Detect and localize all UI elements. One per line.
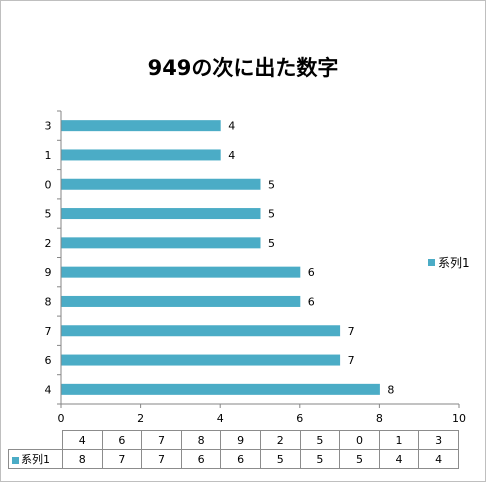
data-table-category-cell: 8: [180, 430, 222, 450]
data-label: 5: [268, 237, 275, 250]
data-label: 6: [308, 295, 315, 308]
data-table-value-cell: 8: [62, 449, 103, 469]
bar: [61, 295, 301, 307]
x-tick-label: 6: [296, 412, 303, 425]
y-category-label: 2: [45, 237, 52, 250]
bar: [61, 383, 380, 395]
chart-title: 949の次に出た数字: [147, 56, 339, 80]
data-table-series-label: 系列1: [8, 449, 63, 469]
y-category-label: 3: [45, 120, 52, 133]
data-table-swatch: [12, 456, 19, 464]
bar: [61, 237, 261, 249]
data-table-series-name: 系列1: [21, 453, 50, 466]
x-tick-label: 2: [137, 412, 144, 425]
y-category-label: 9: [45, 266, 52, 279]
y-category-label: 7: [45, 325, 52, 338]
legend-swatch: [428, 259, 435, 266]
y-category-label: 8: [45, 295, 52, 308]
y-category-label: 0: [45, 178, 52, 191]
data-table-category-cell: 9: [220, 430, 261, 450]
y-category-label: 6: [45, 354, 52, 367]
data-label: 7: [348, 354, 355, 367]
data-table-value-cell: 7: [141, 449, 182, 469]
x-tick-label: 0: [58, 412, 65, 425]
data-label: 5: [268, 208, 275, 221]
data-table-category-cell: 3: [418, 430, 459, 450]
data-table-value-cell: 4: [378, 449, 420, 469]
data-label: 5: [268, 178, 275, 191]
data-table-category-cell: 1: [378, 430, 420, 450]
data-table-corner: [8, 430, 63, 450]
data-label: 4: [228, 120, 235, 133]
y-category-label: 5: [45, 208, 52, 221]
data-table-category-cell: 7: [141, 430, 182, 450]
data-table-value-cell: 4: [418, 449, 459, 469]
bar: [61, 266, 301, 278]
data-label: 7: [348, 325, 355, 338]
bar: [61, 149, 221, 161]
data-table-category-cell: 5: [299, 430, 341, 450]
data-table-category-cell: 6: [101, 430, 143, 450]
legend: 系列1: [428, 254, 470, 271]
data-table-category-cell: 4: [62, 430, 103, 450]
data-label: 8: [387, 383, 394, 396]
bar: [61, 325, 341, 337]
data-table-value-cell: 6: [220, 449, 261, 469]
data-table-category-cell: 2: [259, 430, 301, 450]
data-table-value-cell: 6: [180, 449, 222, 469]
bar: [61, 208, 261, 220]
x-tick-label: 4: [217, 412, 224, 425]
data-label: 6: [308, 266, 315, 279]
data-table-value-cell: 5: [299, 449, 341, 469]
data-table-value-cell: 7: [101, 449, 143, 469]
data-table-value-cell: 5: [259, 449, 301, 469]
data-table-value-cell: 5: [339, 449, 380, 469]
data-table-category-cell: 0: [339, 430, 380, 450]
legend-label: 系列1: [438, 256, 470, 270]
data-label: 4: [228, 149, 235, 162]
y-category-label: 1: [45, 149, 52, 162]
x-tick-label: 8: [376, 412, 383, 425]
bar: [61, 354, 341, 366]
bar: [61, 178, 261, 190]
x-tick-label: 10: [452, 412, 466, 425]
bar: [61, 120, 221, 132]
y-category-label: 4: [45, 383, 52, 396]
